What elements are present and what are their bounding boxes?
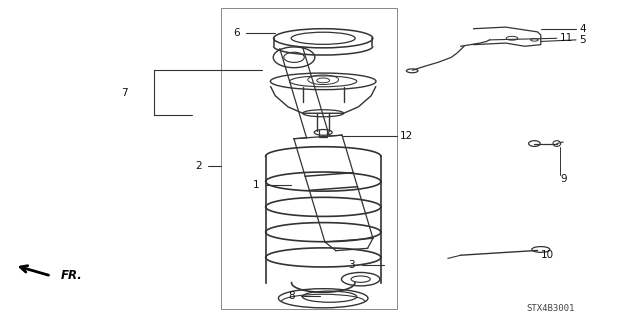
Text: 4: 4 — [579, 24, 586, 34]
Text: 9: 9 — [560, 174, 566, 184]
Text: 1: 1 — [253, 180, 259, 190]
Text: 7: 7 — [122, 87, 128, 98]
Text: 11: 11 — [560, 33, 573, 43]
Text: 2: 2 — [195, 161, 202, 171]
Text: 3: 3 — [349, 260, 355, 270]
Text: 6: 6 — [234, 28, 240, 39]
Text: STX4B3001: STX4B3001 — [526, 304, 575, 313]
Text: FR.: FR. — [61, 270, 83, 282]
Text: 10: 10 — [541, 250, 554, 260]
Text: 5: 5 — [579, 35, 586, 45]
Text: 12: 12 — [400, 130, 413, 141]
Text: 8: 8 — [288, 291, 294, 301]
